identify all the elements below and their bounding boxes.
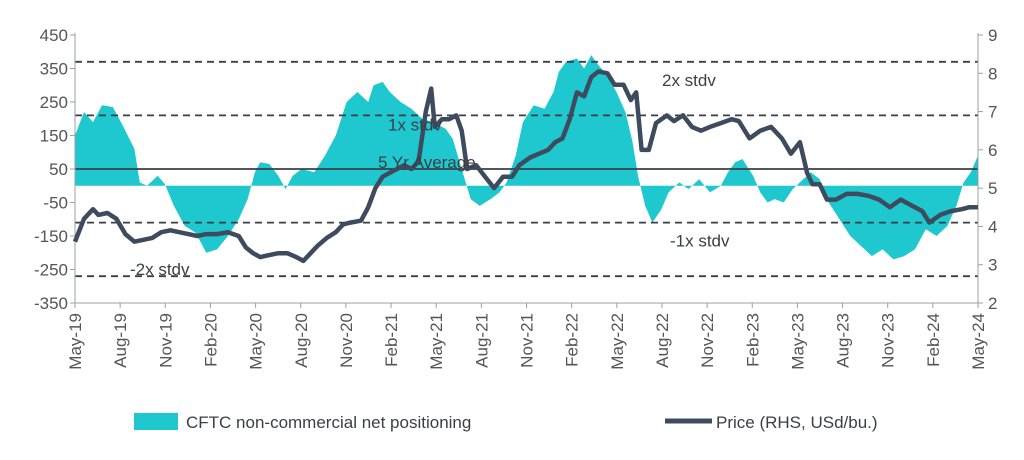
left-y-tick-label: 50 [49, 160, 68, 179]
right-y-tick-label: 6 [988, 141, 997, 160]
right-y-tick-label: 3 [988, 256, 997, 275]
right-y-tick-label: 4 [988, 217, 997, 236]
left-y-tick-labels: 450 350 250 150 50 -50 -150 -250 -350 [34, 26, 68, 313]
legend-label-positioning: CFTC non-commercial net positioning [186, 413, 471, 432]
x-tick-label: Nov-21 [518, 313, 537, 368]
left-y-tick-label: -150 [34, 227, 68, 246]
reference-label-1: 1x stdv [388, 115, 442, 134]
x-tick-label: Feb-21 [382, 313, 401, 367]
left-y-tick-label: 450 [40, 26, 68, 45]
left-y-tick-label: -50 [43, 194, 68, 213]
left-y-tick-label: -250 [34, 261, 68, 280]
x-tick-labels: May-19 Aug-19 Nov-19 Feb-20 May-20 Aug-20 Nov-… [66, 303, 988, 370]
positioning-area-layer [75, 55, 978, 260]
x-tick-label: Aug-20 [292, 313, 311, 368]
x-tick-label: Feb-22 [563, 313, 582, 367]
x-tick-label: Nov-19 [156, 313, 175, 368]
left-y-tick-label: 350 [40, 60, 68, 79]
x-tick-label: Nov-22 [698, 313, 717, 368]
reference-label-4: -2x stdv [130, 260, 190, 279]
x-tick-label: Feb-20 [201, 313, 220, 367]
right-y-tick-label: 7 [988, 103, 997, 122]
right-y-tick-label: 8 [988, 64, 997, 83]
x-tick-label: Aug-22 [653, 313, 672, 368]
legend: CFTC non-commercial net positioning Pric… [134, 413, 878, 432]
reference-label-0: 2x stdv [662, 71, 716, 90]
reference-label-2: 5 Yr Average [378, 153, 476, 172]
positioning-area [75, 55, 978, 260]
left-y-tick-label: 150 [40, 127, 68, 146]
reference-label-3: -1x stdv [670, 232, 730, 251]
x-tick-label: May-21 [427, 313, 446, 370]
price-line [72, 69, 978, 264]
legend-swatch-positioning [134, 413, 178, 430]
x-tick-label: May-24 [969, 313, 988, 370]
right-y-tick-label: 9 [988, 26, 997, 45]
x-tick-label: Feb-23 [743, 313, 762, 367]
x-tick-label: Aug-21 [472, 313, 491, 368]
right-y-tick-label: 5 [988, 179, 997, 198]
x-tick-label: May-23 [788, 313, 807, 370]
left-y-tick-label: 250 [40, 93, 68, 112]
legend-label-price: Price (RHS, USd/bu.) [716, 413, 878, 432]
right-y-tick-label: 2 [988, 294, 997, 313]
x-tick-label: Aug-19 [111, 313, 130, 368]
annotations-layer: 2x stdv 1x stdv 5 Yr Average -1x stdv -2x st… [130, 71, 730, 279]
x-tick-label: Feb-24 [924, 313, 943, 367]
x-tick-label: Nov-20 [337, 313, 356, 368]
price-line-layer [72, 69, 978, 264]
reference-lines-layer [75, 60, 978, 278]
x-tick-label: Aug-23 [834, 313, 853, 368]
x-tick-label: May-19 [66, 313, 85, 370]
x-tick-label: Nov-23 [879, 313, 898, 368]
right-y-tick-labels: 9 8 7 6 5 4 3 2 [988, 26, 997, 313]
left-y-tick-label: -350 [34, 294, 68, 313]
x-tick-label: May-20 [247, 313, 266, 370]
x-tick-label: May-22 [608, 313, 627, 370]
